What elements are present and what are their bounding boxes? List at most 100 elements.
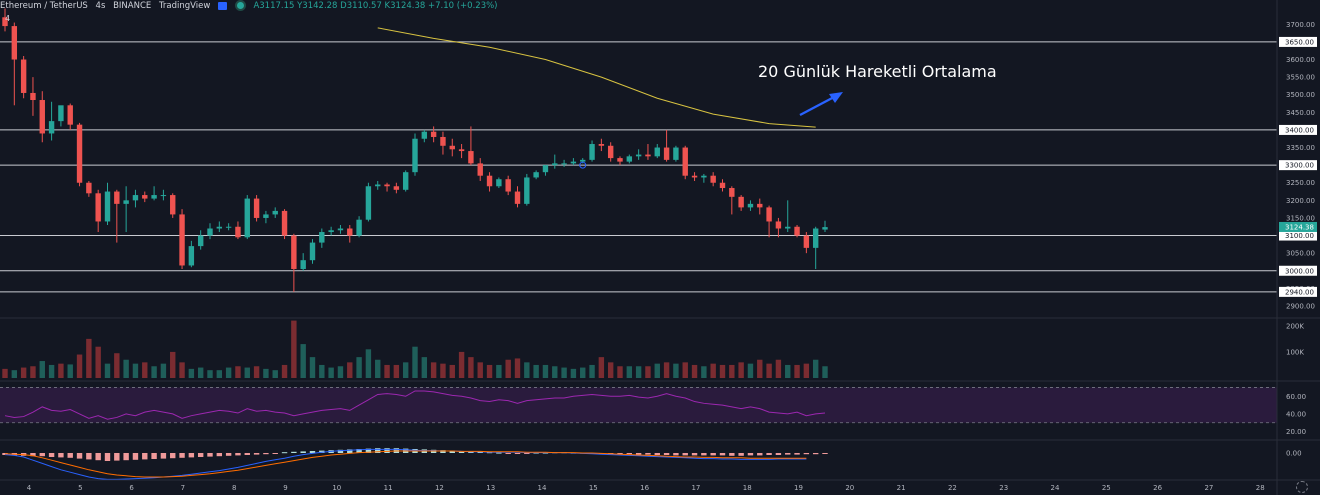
candle-body [635, 154, 642, 157]
price-tick-label: 3700.00 [1286, 21, 1315, 29]
time-tick-label: 22 [948, 484, 957, 492]
candle-body [794, 226, 800, 236]
volume-bar [598, 357, 605, 378]
candle-body [430, 131, 437, 137]
macd-histogram-bar [635, 453, 642, 455]
volume-bar [514, 358, 521, 378]
volume-bar [561, 367, 567, 378]
volume-bar [337, 366, 344, 378]
candle-body [244, 198, 250, 238]
volume-bar [48, 364, 55, 378]
macd-tick-label: 0.00 [1286, 450, 1302, 458]
macd-histogram-bar [151, 453, 157, 459]
volume-bar [207, 370, 213, 378]
candle-body [766, 207, 772, 222]
volume-bar [580, 367, 586, 378]
time-tick-label: 8 [232, 484, 236, 492]
volume-bar [393, 364, 400, 378]
rsi-tick-label: 60.00 [1286, 393, 1306, 401]
macd-histogram-bar [104, 453, 111, 461]
candle-body [803, 235, 810, 248]
macd-histogram-bar [766, 453, 772, 455]
macd-histogram-bar [375, 448, 381, 453]
macd-histogram-bar [197, 453, 204, 457]
candle-body [738, 196, 744, 208]
volume-bar [785, 364, 791, 378]
time-tick-label: 15 [589, 484, 598, 492]
macd-histogram-bar [757, 453, 763, 456]
candle-body [86, 182, 92, 194]
candle-body [580, 159, 586, 162]
time-tick-label: 5 [78, 484, 82, 492]
volume-bar [449, 364, 455, 378]
macd-histogram-bar [617, 453, 623, 454]
time-tick-label: 19 [794, 484, 803, 492]
candle-body [337, 228, 344, 231]
time-tick-label: 6 [129, 484, 134, 492]
candle-body [319, 232, 325, 243]
volume-bar [179, 362, 185, 378]
volume-bar [281, 364, 288, 378]
level-price-box [1279, 160, 1317, 171]
annotation-arrow-line [799, 94, 837, 117]
candle-body [30, 92, 36, 101]
volume-bar [104, 363, 111, 378]
volume-bar [477, 362, 483, 378]
macd-histogram-bar [654, 453, 660, 455]
volume-bar [188, 368, 195, 378]
candle-body [328, 230, 334, 233]
candle-body [123, 200, 129, 204]
candle-body [449, 145, 455, 150]
candle-body [356, 219, 362, 236]
macd-histogram-bar [477, 451, 483, 453]
last-price-label: 3124.38 [1285, 223, 1314, 231]
macd-histogram-bar [645, 453, 651, 455]
macd-line [4, 448, 807, 480]
interval-label[interactable]: 4s [95, 1, 106, 11]
exchange-label: BINANCE [113, 1, 152, 11]
macd-histogram-bar [673, 453, 679, 456]
volume-bar [747, 363, 754, 378]
candle-body [347, 228, 353, 236]
candle-body [812, 228, 819, 248]
time-tick-label: 27 [1204, 484, 1213, 492]
level-price-box [1279, 36, 1317, 47]
time-tick-label: 14 [538, 484, 547, 492]
candle-body [104, 191, 111, 222]
volume-bar [812, 359, 819, 378]
volume-bar [300, 344, 306, 378]
time-tick-label: 21 [897, 484, 906, 492]
macd-histogram-bar [58, 453, 64, 458]
time-tick-label: 25 [1102, 484, 1111, 492]
time-tick-label: 26 [1153, 484, 1162, 492]
candle-body [170, 195, 176, 215]
volume-bar [626, 366, 633, 378]
volume-bar [775, 359, 782, 378]
volume-bar [505, 359, 511, 378]
price-tick-label: 3250.00 [1286, 179, 1315, 187]
macd-histogram-bar [132, 453, 139, 460]
candle-body [253, 198, 260, 218]
volume-bar [440, 363, 446, 378]
annotation-arrow-head [829, 92, 843, 103]
volume-bar [291, 320, 297, 378]
macd-histogram-bar [188, 453, 195, 458]
macd-histogram-bar [384, 448, 390, 453]
macd-histogram-bar [309, 451, 316, 453]
candle-body [309, 242, 316, 261]
candle-body [645, 154, 651, 157]
volume-bar [142, 362, 148, 378]
last-price-box [1279, 221, 1317, 232]
price-tick-label: 3600.00 [1286, 56, 1315, 64]
volume-bar [272, 370, 278, 378]
level-price-label: 3300.00 [1285, 162, 1314, 170]
candle-body [775, 221, 782, 229]
volume-bar [384, 364, 390, 378]
indicator-counter[interactable]: 4 [5, 14, 11, 23]
source-label: TradingView [158, 1, 211, 11]
settings-icon[interactable] [1296, 481, 1308, 493]
symbol-label[interactable]: Ethereum / TetherUS [0, 1, 88, 11]
volume-bar [468, 357, 474, 378]
macd-histogram-bar [524, 453, 530, 454]
